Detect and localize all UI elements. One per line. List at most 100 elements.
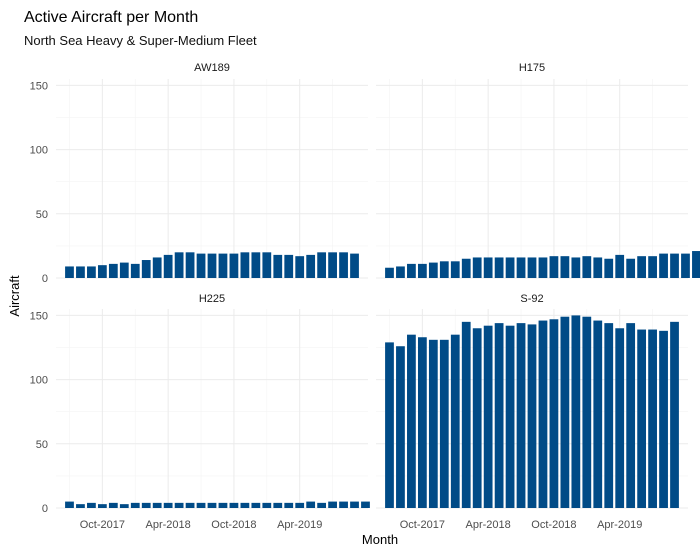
bar xyxy=(295,256,305,278)
bar xyxy=(670,321,679,508)
bar xyxy=(407,263,416,278)
bar xyxy=(65,501,74,508)
x-tick-label: Apr-2018 xyxy=(466,519,511,531)
bar xyxy=(295,502,305,508)
bar xyxy=(428,262,438,278)
bar xyxy=(560,256,570,278)
x-tick-label: Apr-2018 xyxy=(146,519,191,531)
panels-layer: AW189 0 50 100 150 H175 H225 0 50 100 150 Oct-2017 A… xyxy=(30,62,700,531)
bar xyxy=(317,252,327,278)
bar xyxy=(417,263,427,278)
bar xyxy=(428,339,438,508)
bar xyxy=(626,323,636,508)
bar xyxy=(615,254,625,278)
bar xyxy=(505,325,515,508)
bar xyxy=(87,502,96,508)
bar xyxy=(207,253,217,278)
bar xyxy=(494,323,504,508)
bar xyxy=(527,324,537,508)
bar xyxy=(615,328,625,508)
bar xyxy=(483,257,493,278)
bar xyxy=(527,257,537,278)
panel-h225: H225 0 50 100 150 Oct-2017 Apr-2018 Oct-2018 Apr… xyxy=(30,293,370,531)
bar xyxy=(108,502,118,508)
panel-strip-label: AW189 xyxy=(194,62,230,74)
bar xyxy=(76,266,85,278)
bar xyxy=(196,253,206,278)
y-tick-label: 0 xyxy=(42,273,48,285)
bar xyxy=(108,263,118,278)
x-tick-label: Oct-2018 xyxy=(211,519,256,531)
bar xyxy=(317,502,327,508)
bar xyxy=(461,321,471,508)
bar xyxy=(385,267,394,278)
bar xyxy=(582,256,592,278)
bar xyxy=(163,254,173,278)
bar xyxy=(251,502,261,508)
bar xyxy=(251,252,261,278)
bar xyxy=(152,502,162,508)
bar xyxy=(659,330,668,508)
bar xyxy=(185,252,195,278)
bar xyxy=(439,339,449,508)
bar xyxy=(97,504,107,508)
bar xyxy=(637,256,647,278)
bar xyxy=(306,254,316,278)
y-axis-title: Aircraft xyxy=(7,275,22,317)
bar xyxy=(593,257,603,278)
bar xyxy=(461,258,471,278)
bar xyxy=(273,502,283,508)
bar xyxy=(262,252,272,278)
chart-subtitle: North Sea Heavy & Super-Medium Fleet xyxy=(24,33,257,48)
bar xyxy=(306,501,316,508)
bar xyxy=(284,254,294,278)
y-tick-label: 0 xyxy=(42,503,48,515)
bar xyxy=(659,253,668,278)
bar xyxy=(207,502,217,508)
bar xyxy=(582,316,592,508)
bar xyxy=(229,502,239,508)
bar xyxy=(648,256,657,278)
bar xyxy=(130,263,140,278)
y-tick-label: 150 xyxy=(30,310,48,322)
bar xyxy=(328,501,337,508)
bar xyxy=(218,253,228,278)
panel-strip-label: H225 xyxy=(199,293,225,305)
bar xyxy=(681,253,690,278)
bar xyxy=(284,502,294,508)
bar xyxy=(229,253,239,278)
bar xyxy=(670,253,679,278)
bar xyxy=(119,262,129,278)
bar xyxy=(396,266,405,278)
bar xyxy=(130,502,140,508)
y-tick-label: 100 xyxy=(30,375,48,387)
bar xyxy=(141,260,151,278)
bar xyxy=(240,252,250,278)
bar xyxy=(273,254,283,278)
bar xyxy=(593,320,603,508)
bar xyxy=(76,504,85,508)
bar xyxy=(483,325,493,508)
panel-aw189: AW189 0 50 100 150 xyxy=(30,62,368,285)
bar xyxy=(626,258,636,278)
bar xyxy=(185,502,195,508)
x-tick-label: Oct-2017 xyxy=(80,519,125,531)
bar xyxy=(604,258,614,278)
x-tick-label: Oct-2018 xyxy=(531,519,576,531)
bar xyxy=(516,323,526,508)
x-tick-label: Oct-2017 xyxy=(400,519,445,531)
panel-s-92: S-92 Oct-2017 Apr-2018 Oct-2018 Apr-2019 xyxy=(376,293,688,531)
bar xyxy=(328,252,337,278)
bar xyxy=(538,320,548,508)
bar xyxy=(450,334,460,508)
panel-strip-label: S-92 xyxy=(520,293,543,305)
bar xyxy=(692,251,700,278)
bar xyxy=(350,501,359,508)
bar xyxy=(97,265,107,278)
bar xyxy=(439,261,449,278)
bar xyxy=(571,315,581,508)
bar xyxy=(174,252,184,278)
bar xyxy=(648,329,657,508)
bar xyxy=(472,257,482,278)
